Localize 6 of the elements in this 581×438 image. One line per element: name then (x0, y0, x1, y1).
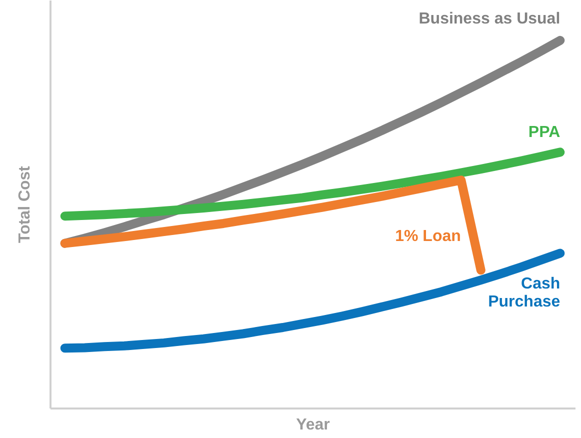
series-label: PPA (528, 124, 561, 142)
series-label: Business as Usual (418, 10, 560, 28)
y-axis-title: Total Cost (16, 165, 34, 244)
series-label: Cash Purchase (488, 275, 560, 310)
x-axis-title: Year (296, 416, 330, 434)
series-label: 1% Loan (395, 228, 461, 246)
